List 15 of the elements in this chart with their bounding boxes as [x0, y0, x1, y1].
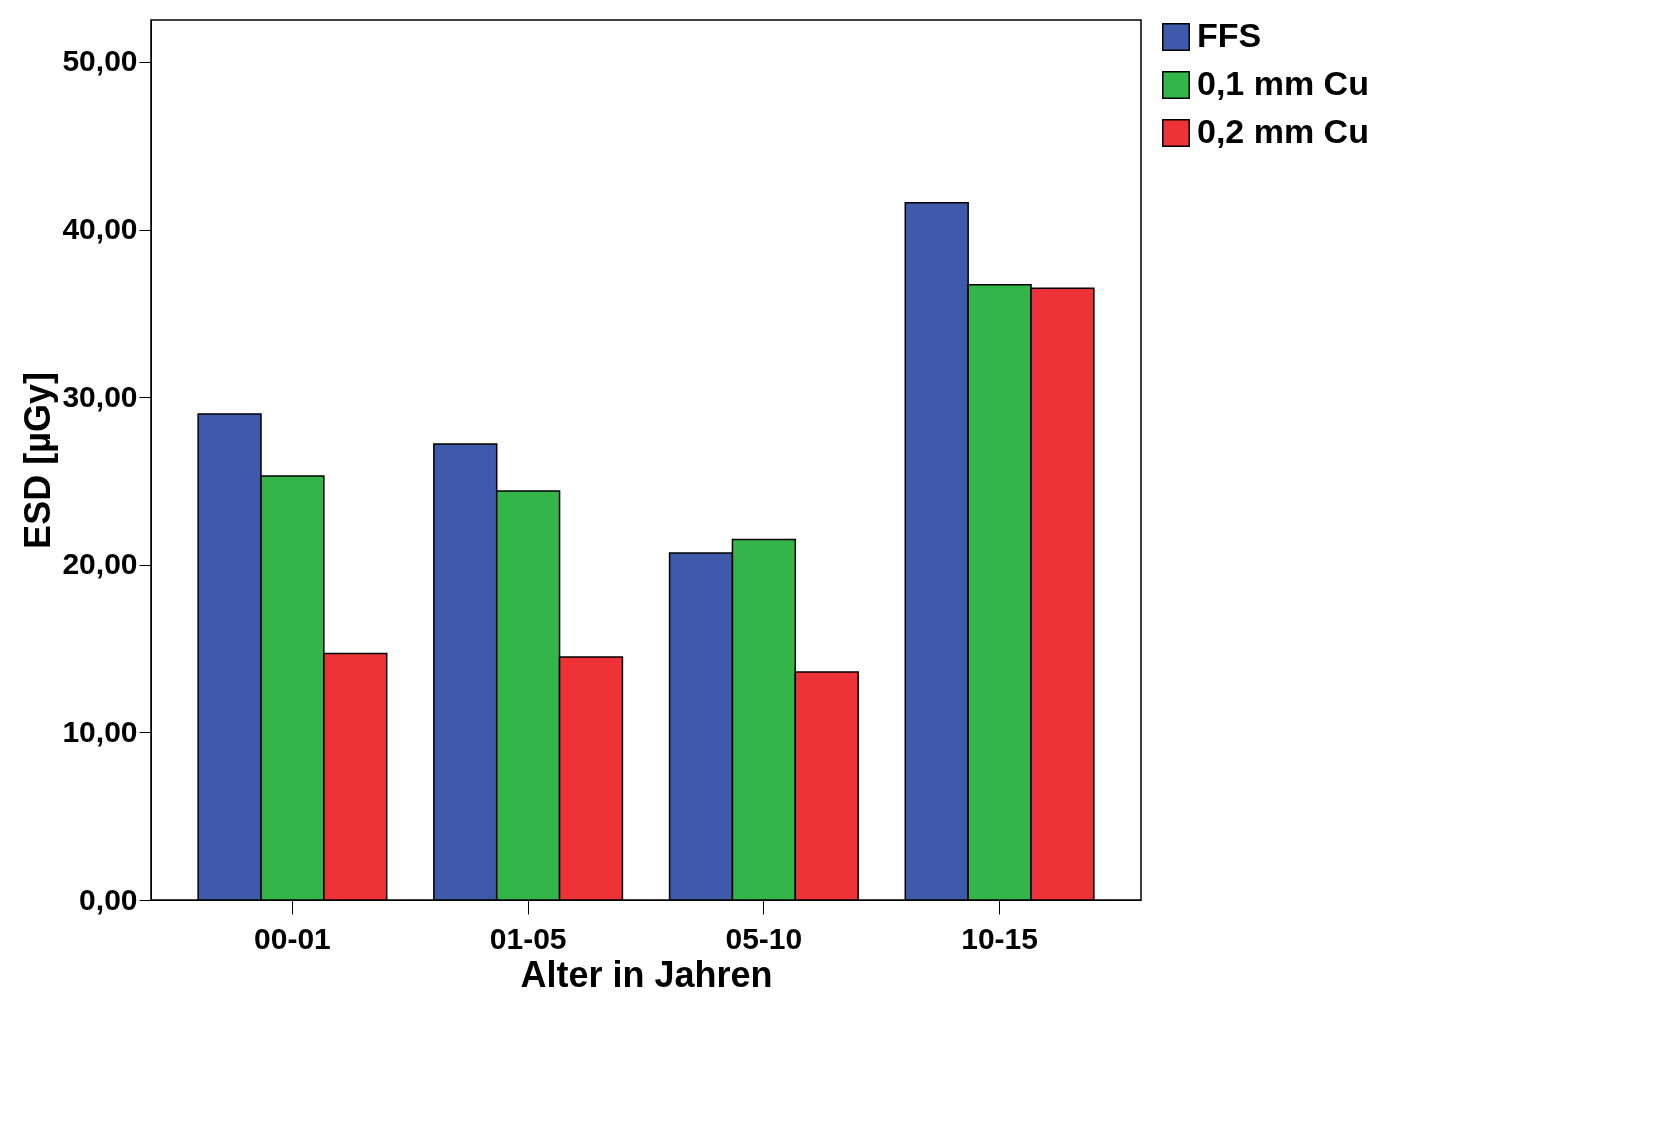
legend-label: FFS	[1197, 16, 1262, 54]
y-tick-label: 10,00	[62, 714, 138, 748]
legend-label: 0,2 mm Cu	[1197, 112, 1369, 150]
y-tick-label: 50,00	[62, 44, 138, 78]
y-tick-label: 0,00	[79, 882, 138, 916]
y-axis-title: ESD [µGy]	[17, 372, 59, 549]
legend-label: 0,1 mm Cu	[1197, 64, 1369, 102]
y-tick-label: 40,00	[62, 212, 138, 246]
x-tick-label: 05-10	[725, 921, 803, 955]
x-tick-label: 00-01	[254, 921, 331, 955]
x-axis-title: Alter in Jahren	[520, 953, 773, 995]
y-tick-label: 20,00	[62, 547, 138, 581]
x-tick-label: 01-05	[489, 921, 567, 955]
x-tick-label: 10-15	[961, 921, 1038, 955]
y-tick-label: 30,00	[62, 379, 138, 413]
